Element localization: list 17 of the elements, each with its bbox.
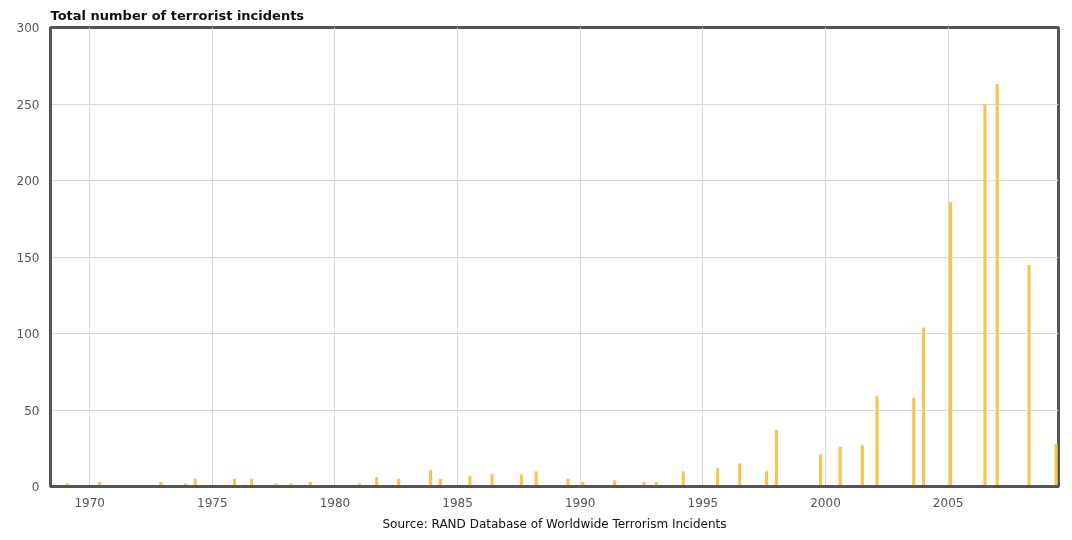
x-tick-label: 1985 — [442, 495, 473, 510]
source-note: Source: RAND Database of Worldwide Terrorism Incidents — [382, 516, 727, 531]
y-tick-label: 150 — [16, 250, 40, 265]
y-tick-label: 100 — [16, 327, 40, 341]
y-tick-label: 200 — [16, 174, 40, 188]
y-tick-label: 300 — [16, 21, 40, 35]
y-tick-label: 250 — [16, 97, 40, 112]
x-tick-label: 1975 — [197, 495, 228, 510]
chart-title: Total number of terrorist incidents — [50, 7, 305, 23]
x-tick-label: 2005 — [932, 495, 964, 510]
x-tick-label: 1995 — [687, 495, 719, 510]
x-tick-label: 2000 — [810, 495, 841, 510]
y-tick-label: 0 — [31, 480, 40, 494]
x-tick-label: 1990 — [564, 495, 596, 510]
x-tick-label: 1970 — [74, 495, 106, 510]
x-tick-label: 1980 — [319, 495, 351, 510]
y-tick-label: 50 — [24, 403, 40, 418]
